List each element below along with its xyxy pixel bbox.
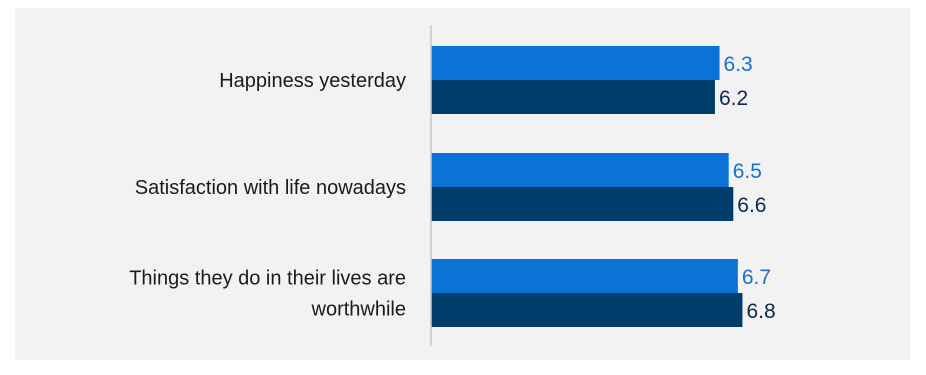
category-label-line: Satisfaction with life nowadays	[135, 177, 406, 199]
category-label: Things they do in their lives are worthwh…	[129, 268, 406, 321]
value-label: 6.5	[733, 160, 762, 183]
value-label: 6.7	[742, 266, 771, 289]
chart-panel: 6.3 6.5 6.7 6.2 6.6 6.8 Happiness yesterday Sat…	[15, 8, 910, 360]
value-label: 6.6	[737, 194, 766, 217]
category-label-line: Things they do in their lives are	[129, 268, 406, 290]
value-label: 6.3	[724, 53, 753, 76]
category-label: Happiness yesterday	[219, 70, 406, 92]
bar-2-2	[431, 187, 734, 221]
category-label-line: worthwhile	[311, 299, 406, 321]
bar-chart: 6.3 6.5 6.7 6.2 6.6 6.8 Happiness yesterday Sat…	[129, 25, 776, 346]
category-label-line: Happiness yesterday	[219, 70, 406, 92]
value-label: 6.2	[719, 87, 748, 110]
bar-2-1	[431, 80, 715, 114]
bar-2-3	[431, 293, 743, 327]
bar-1-3	[431, 259, 738, 293]
category-label: Satisfaction with life nowadays	[135, 177, 406, 199]
bar-1-2	[431, 153, 729, 187]
value-label: 6.8	[746, 300, 775, 323]
bar-1-1	[431, 46, 720, 80]
